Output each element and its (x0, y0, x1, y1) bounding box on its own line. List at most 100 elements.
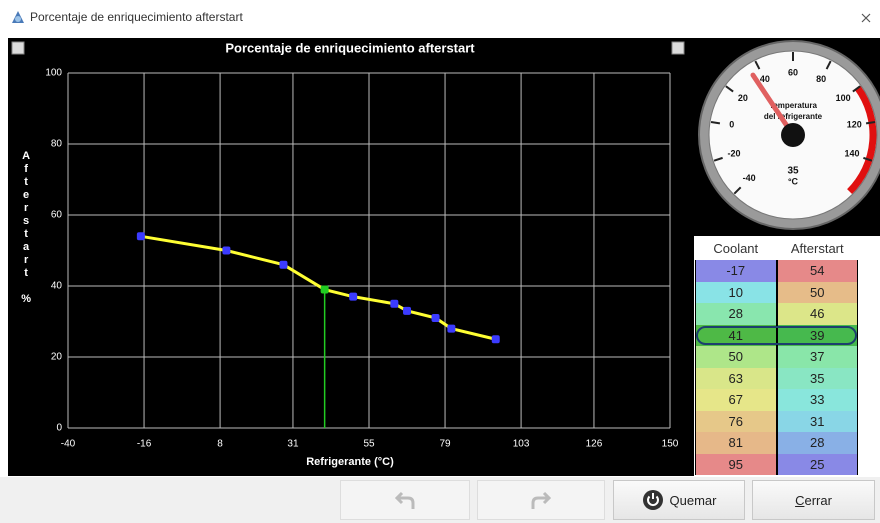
table-row[interactable]: 28 46 (695, 303, 858, 325)
coolant-cell: 67 (696, 389, 776, 411)
afterstart-cell: 28 (777, 432, 857, 454)
gauge: -40 -20 0 20 40 60 80 100 120 140 Temperatura del r… (694, 38, 880, 236)
x-tick-label: 55 (363, 439, 375, 450)
title-bar: Porcentaje de enriquecimiento afterstart (0, 0, 880, 36)
gauge-tick-label: 140 (844, 149, 859, 159)
table-row[interactable]: 67 33 (695, 389, 858, 411)
table-header: Coolant Afterstart (695, 238, 858, 260)
gauge-tick (865, 121, 876, 125)
afterstart-cell: 35 (777, 367, 857, 389)
data-point[interactable] (320, 285, 329, 294)
corner-button[interactable] (671, 41, 685, 55)
gauge-tick (733, 186, 742, 195)
table-row[interactable]: 10 50 (695, 281, 858, 303)
x-tick-label: 8 (217, 439, 223, 450)
table-row[interactable]: 76 31 (695, 410, 858, 432)
y-tick-label: 60 (51, 210, 63, 221)
y-tick-label: 20 (51, 352, 63, 363)
afterstart-cell: 25 (777, 453, 857, 475)
coolant-cell: 63 (696, 367, 776, 389)
table-row[interactable]: 81 28 (695, 432, 858, 454)
y-tick-label: 40 (51, 281, 63, 292)
undo-icon (394, 491, 415, 509)
gauge-tick-label: 20 (738, 93, 748, 103)
gauge-tick-label: 40 (760, 74, 770, 84)
data-point[interactable] (431, 313, 440, 322)
gauge-tick-label: 120 (847, 120, 862, 130)
data-point[interactable] (390, 299, 399, 308)
afterstart-cell: 37 (777, 346, 857, 368)
table-row[interactable]: 95 25 (695, 453, 858, 475)
gauge-tick (754, 60, 761, 70)
gauge-tick (710, 121, 721, 125)
window-title: Porcentaje de enriquecimiento afterstart (30, 10, 243, 24)
x-axis-label: Refrigerante (°C) (306, 456, 394, 468)
gauge-needle (750, 72, 796, 138)
gauge-unit: °C (788, 176, 799, 186)
corner-button[interactable] (11, 41, 25, 55)
data-point[interactable] (447, 324, 456, 333)
redo-icon (531, 491, 552, 509)
gauge-tick-label: -40 (743, 173, 756, 183)
gauge-tick-label: 60 (788, 67, 798, 77)
coolant-cell: 50 (696, 346, 776, 368)
series-line (140, 234, 497, 341)
x-tick-label: 79 (439, 439, 451, 450)
x-tick-label: -40 (61, 439, 76, 450)
coolant-cell: 28 (696, 303, 776, 325)
gauge-tick (825, 60, 832, 70)
afterstart-cell: 39 (777, 324, 857, 346)
gauge-title: del refrigerante (764, 112, 823, 121)
data-point[interactable] (222, 246, 231, 255)
column-header: Afterstart (790, 241, 844, 256)
x-tick-label: 103 (513, 439, 530, 450)
burn-icon (642, 490, 663, 510)
chart: Porcentaje de enriquecimiento afterstart… (8, 38, 694, 476)
data-table: Coolant Afterstart -17 54 10 50 28 46 41 39 50 37… (695, 238, 858, 475)
coolant-cell: 41 (696, 324, 776, 346)
chart-background (8, 38, 694, 476)
close-window[interactable] (860, 12, 872, 24)
button-bar: Quemar Cerrar (0, 477, 880, 523)
gauge-tick (713, 156, 723, 162)
data-point[interactable] (279, 260, 288, 269)
y-axis-label: Afterstart % (20, 150, 32, 306)
gauge-tick (863, 156, 873, 162)
data-point[interactable] (403, 306, 412, 315)
button-label: Quemar (669, 492, 717, 508)
x-tick-label: -16 (137, 439, 152, 450)
table-row[interactable]: 50 37 (695, 346, 858, 368)
table-row[interactable]: -17 54 (695, 260, 858, 282)
gauge-tick (725, 85, 734, 93)
gauge-tick-label: -20 (728, 149, 741, 159)
gauge-value: 35 (787, 166, 799, 177)
y-tick-label: 0 (56, 423, 62, 434)
afterstart-cell: 50 (777, 281, 857, 303)
x-tick-label: 126 (586, 439, 603, 450)
redo-button[interactable] (477, 480, 605, 520)
afterstart-cell: 33 (777, 389, 857, 411)
close-button[interactable]: Cerrar (752, 480, 875, 520)
red-zone (847, 85, 877, 195)
x-tick-label: 31 (287, 439, 299, 450)
y-tick-label: 100 (45, 68, 62, 79)
column-header: Coolant (713, 241, 759, 256)
chart-title: Porcentaje de enriquecimiento afterstart (225, 40, 475, 55)
coolant-cell: 81 (696, 432, 776, 454)
gauge-hub (781, 123, 805, 147)
afterstart-cell: 46 (777, 303, 857, 325)
undo-button[interactable] (340, 480, 470, 520)
data-point[interactable] (349, 292, 358, 301)
burn-button[interactable]: Quemar (613, 480, 745, 520)
data-point[interactable] (136, 232, 145, 241)
button-label: Cerrar (795, 492, 832, 508)
x-tick-label: 150 (662, 439, 679, 450)
gauge-tick-label: 100 (836, 93, 851, 103)
gauge-tick-label: 80 (816, 74, 826, 84)
table-row[interactable]: 63 35 (695, 367, 858, 389)
table-row[interactable]: 41 39 (695, 324, 858, 346)
coolant-cell: 10 (696, 281, 776, 303)
data-point[interactable] (491, 335, 500, 344)
gauge-title: Temperatura (769, 101, 817, 110)
